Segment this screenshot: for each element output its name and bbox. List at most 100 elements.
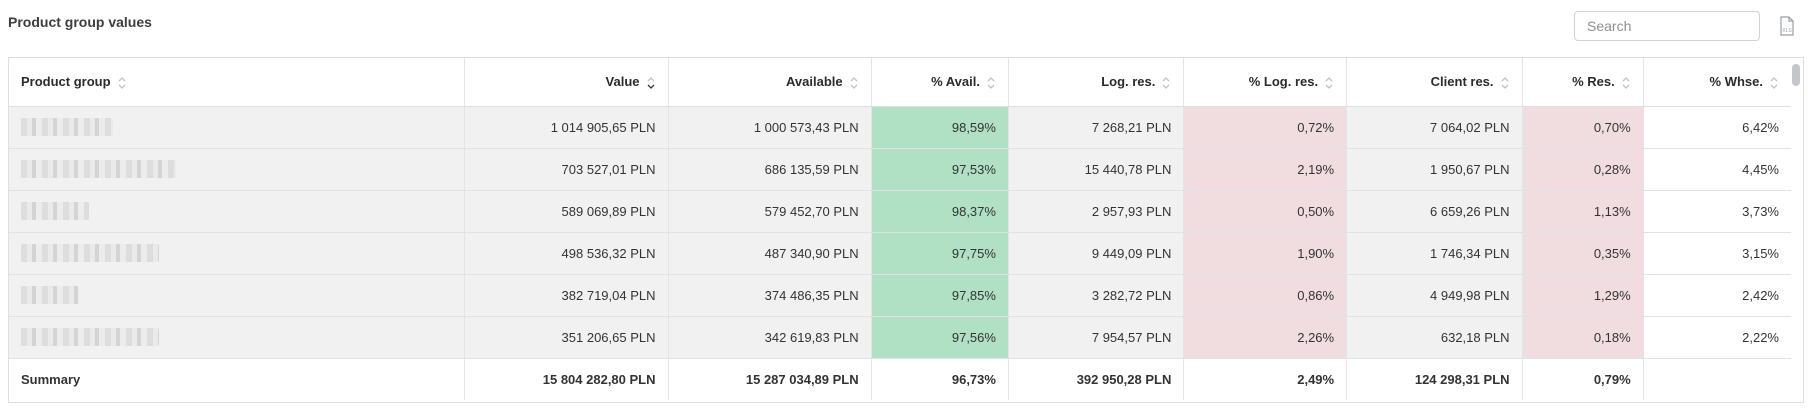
table-row[interactable]: 351 206,65 PLN 342 619,83 PLN 97,56% 7 954,… (9, 316, 1791, 359)
cell-available: 579 452,70 PLN (668, 190, 872, 233)
cell-log-res: 3 282,72 PLN (1008, 274, 1185, 317)
column-header-value[interactable]: Value (464, 58, 669, 107)
cell-value: 498 536,32 PLN (464, 232, 669, 275)
export-xls-button[interactable]: XLS (1778, 16, 1796, 36)
cell-log-res: 7 954,57 PLN (1008, 316, 1185, 359)
sort-icon[interactable] (1161, 76, 1171, 90)
cell-pct-avail: 97,56% (871, 316, 1009, 359)
sort-icon[interactable] (1500, 76, 1510, 90)
cell-product-group (9, 106, 466, 149)
summary-cell-pct-whse (1643, 358, 1791, 400)
cell-pct-avail: 97,85% (871, 274, 1009, 317)
cell-available: 1 000 573,43 PLN (668, 106, 872, 149)
scrollbar-thumb[interactable] (1792, 64, 1800, 86)
summary-cell-pct-res: 0,79% (1522, 358, 1644, 400)
summary-cell-pct-log-res: 2,49% (1183, 358, 1348, 400)
summary-label: Summary (9, 358, 466, 400)
summary-cell-value: 15 804 282,80 PLN (464, 358, 669, 400)
cell-pct-avail: 98,59% (871, 106, 1009, 149)
column-header-pct-whse[interactable]: % Whse. (1643, 58, 1791, 107)
redacted-name (21, 328, 159, 346)
column-header-label: Value (605, 73, 640, 89)
table-row[interactable]: 589 069,89 PLN 579 452,70 PLN 98,37% 2 957,… (9, 190, 1791, 233)
cell-client-res: 4 949,98 PLN (1346, 274, 1523, 317)
column-header-label: % Log. res. (1248, 73, 1319, 89)
cell-client-res: 632,18 PLN (1346, 316, 1523, 359)
summary-cell-pct-avail: 96,73% (871, 358, 1009, 400)
cell-pct-res: 0,18% (1522, 316, 1644, 359)
column-header-pct-res[interactable]: % Res. (1522, 58, 1644, 107)
column-header-client-res[interactable]: Client res. (1346, 58, 1523, 107)
search-input[interactable] (1574, 11, 1760, 41)
cell-product-group (9, 316, 466, 359)
sort-icon[interactable] (849, 76, 859, 90)
svg-text:XLS: XLS (1782, 28, 1792, 34)
cell-product-group (9, 232, 466, 275)
page-title: Product group values (8, 14, 152, 30)
redacted-name (21, 202, 89, 220)
cell-value: 589 069,89 PLN (464, 190, 669, 233)
column-header-label: % Res. (1572, 73, 1615, 89)
column-header-label: % Whse. (1709, 73, 1763, 89)
summary-cell-available: 15 287 034,89 PLN (668, 358, 872, 400)
table-header-row: Product group Value Available % Avail. Log. … (9, 58, 1791, 107)
cell-available: 374 486,35 PLN (668, 274, 872, 317)
sort-icon[interactable] (117, 76, 127, 90)
cell-client-res: 1 746,34 PLN (1346, 232, 1523, 275)
cell-product-group (9, 190, 466, 233)
cell-log-res: 7 268,21 PLN (1008, 106, 1185, 149)
table-row[interactable]: 1 014 905,65 PLN 1 000 573,43 PLN 98,59% 7 … (9, 106, 1791, 149)
cell-value: 382 719,04 PLN (464, 274, 669, 317)
cell-pct-log-res: 0,50% (1183, 190, 1348, 233)
cell-available: 342 619,83 PLN (668, 316, 872, 359)
cell-pct-log-res: 2,26% (1183, 316, 1348, 359)
cell-pct-log-res: 1,90% (1183, 232, 1348, 275)
cell-pct-res: 1,29% (1522, 274, 1644, 317)
column-header-pct-avail[interactable]: % Avail. (871, 58, 1009, 107)
column-header-label: % Avail. (931, 73, 980, 89)
sort-icon[interactable] (1324, 76, 1334, 90)
cell-log-res: 9 449,09 PLN (1008, 232, 1185, 275)
column-header-label: Client res. (1430, 73, 1494, 89)
cell-client-res: 6 659,26 PLN (1346, 190, 1523, 233)
cell-pct-whse: 6,42% (1643, 106, 1791, 149)
cell-pct-res: 1,13% (1522, 190, 1644, 233)
table-row[interactable]: 703 527,01 PLN 686 135,59 PLN 97,53% 15 440… (9, 148, 1791, 191)
cell-pct-whse: 4,45% (1643, 148, 1791, 191)
xls-file-icon: XLS (1780, 16, 1794, 36)
table-row[interactable]: 382 719,04 PLN 374 486,35 PLN 97,85% 3 282,… (9, 274, 1791, 317)
cell-pct-avail: 97,75% (871, 232, 1009, 275)
redacted-name (21, 244, 159, 262)
sort-icon[interactable] (1621, 76, 1631, 90)
table-row[interactable]: 498 536,32 PLN 487 340,90 PLN 97,75% 9 449,… (9, 232, 1791, 275)
cell-available: 686 135,59 PLN (668, 148, 872, 191)
sort-icon[interactable] (646, 76, 656, 90)
sort-icon[interactable] (986, 76, 996, 90)
column-header-log-res[interactable]: Log. res. (1008, 58, 1185, 107)
cell-pct-whse: 2,22% (1643, 316, 1791, 359)
column-header-group[interactable]: Product group (9, 58, 466, 107)
cell-client-res: 7 064,02 PLN (1346, 106, 1523, 149)
cell-log-res: 2 957,93 PLN (1008, 190, 1185, 233)
cell-pct-whse: 2,42% (1643, 274, 1791, 317)
summary-cell-log-res: 392 950,28 PLN (1008, 358, 1185, 400)
vertical-scrollbar[interactable] (1791, 60, 1801, 400)
column-header-available[interactable]: Available (668, 58, 872, 107)
cell-pct-whse: 3,73% (1643, 190, 1791, 233)
sort-icon[interactable] (1769, 76, 1779, 90)
cell-pct-res: 0,35% (1522, 232, 1644, 275)
redacted-name (21, 286, 79, 304)
column-header-pct-log-res[interactable]: % Log. res. (1183, 58, 1348, 107)
column-header-label: Log. res. (1101, 73, 1156, 89)
cell-pct-res: 0,28% (1522, 148, 1644, 191)
product-group-table: Product group Value Available % Avail. Log. … (8, 57, 1804, 403)
cell-pct-avail: 97,53% (871, 148, 1009, 191)
cell-pct-log-res: 0,86% (1183, 274, 1348, 317)
column-header-label: Available (786, 73, 843, 89)
column-header-label: Product group (21, 73, 111, 89)
cell-pct-whse: 3,15% (1643, 232, 1791, 275)
cell-value: 1 014 905,65 PLN (464, 106, 669, 149)
cell-client-res: 1 950,67 PLN (1346, 148, 1523, 191)
cell-pct-log-res: 2,19% (1183, 148, 1348, 191)
summary-cell-client-res: 124 298,31 PLN (1346, 358, 1523, 400)
